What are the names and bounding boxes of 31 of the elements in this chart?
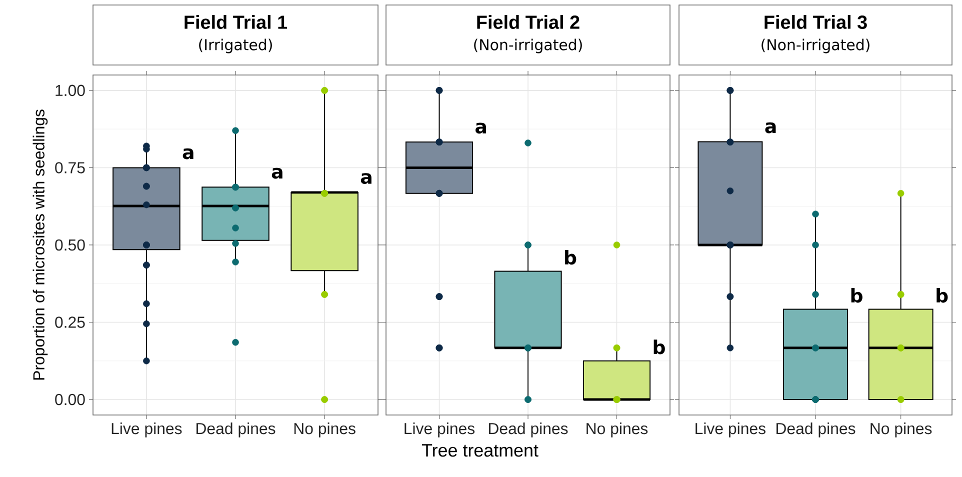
y-tick-label: 0.25 [55,316,85,328]
annotation: a [476,122,486,134]
chart-title: Field Trial 2 [477,15,580,29]
x-tick-label: Live pines [404,422,475,438]
annotation: b [851,288,862,303]
annotation: b [936,288,948,303]
chart-subtitle: (Non-irrigated) [762,38,870,54]
y-tick-label: 0.50 [55,239,85,251]
annotation: a [182,148,194,160]
x-tick-label: Live pines [696,422,766,438]
x-tick-label: Dead pines [196,422,276,438]
annotation: a [360,173,372,184]
x-axis-title: Tree treatment [422,444,538,457]
x-tick-label: No pines [870,422,932,438]
annotation: b [565,250,576,265]
chart-subtitle: (Non-irrigated) [474,38,582,54]
y-tick-label: 1.00 [56,84,85,96]
y-tick-label: 0.75 [55,162,85,174]
chart-title: Field Trial 1 [184,15,288,29]
annotation: a [272,168,282,179]
chart-subtitle: (Irrigated) [199,38,272,54]
chart-title: Field Trial 3 [764,15,867,29]
x-tick-label: No pines [294,422,356,438]
annotation: a [765,122,776,134]
x-tick-label: No pines [586,422,648,438]
x-tick-label: Dead pines [776,422,856,438]
y-axis-title: Proportion of microsites with seedlings [32,110,48,380]
annotation: b [654,340,665,354]
x-tick-label: Live pines [112,422,182,438]
y-tick-label: 0.00 [55,394,85,406]
x-tick-label: Dead pines [489,422,568,438]
